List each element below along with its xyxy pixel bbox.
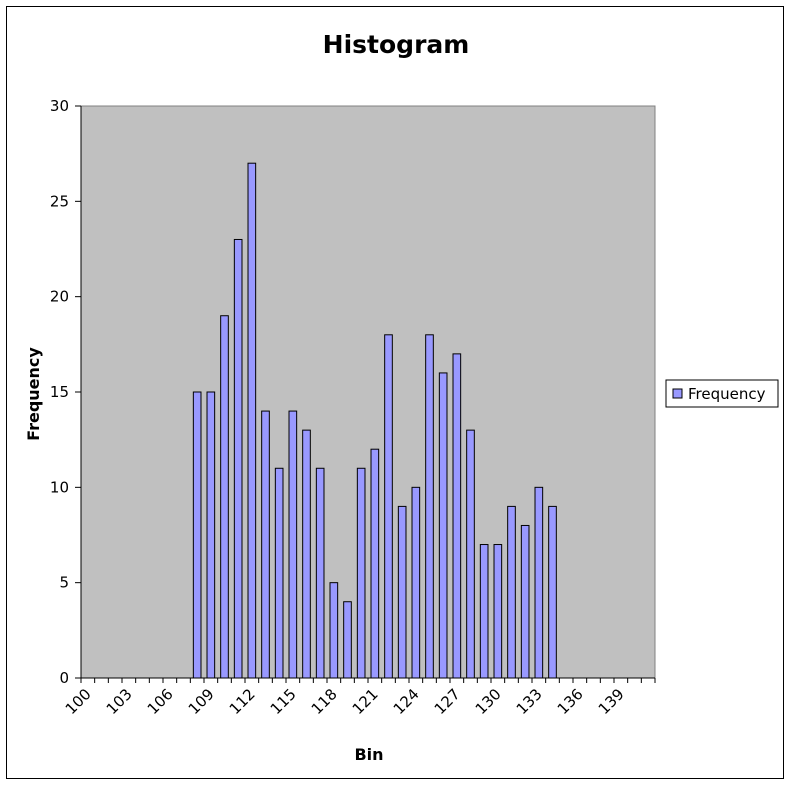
bar-128 xyxy=(466,429,475,679)
y-tick-label: 0 xyxy=(59,669,69,687)
x-tick-label: 121 xyxy=(349,685,382,718)
x-tick-label: 133 xyxy=(513,685,546,718)
x-tick-label: 106 xyxy=(144,685,177,718)
x-tick-label: 139 xyxy=(595,685,628,718)
x-tick-label: 112 xyxy=(226,685,259,718)
chart-title: Histogram xyxy=(323,30,470,59)
bar-111 xyxy=(233,238,243,679)
y-tick-label: 5 xyxy=(59,574,69,592)
legend-label: Frequency xyxy=(688,385,766,403)
bar-110 xyxy=(220,315,229,679)
y-tick-label: 25 xyxy=(50,192,69,210)
x-tick-label: 124 xyxy=(390,685,423,718)
bar-117 xyxy=(315,467,325,679)
x-axis-title: Bin xyxy=(354,745,383,764)
bar-113 xyxy=(261,410,270,679)
bar-112 xyxy=(247,162,257,679)
bar-118 xyxy=(329,582,339,679)
y-tick-label: 30 xyxy=(50,97,69,115)
bar-124 xyxy=(411,486,421,679)
x-tick-label: 109 xyxy=(185,685,218,718)
y-tick-label: 20 xyxy=(50,288,69,306)
y-tick-labels: 0 5 10 15 20 25 30 xyxy=(50,97,69,687)
plot-area xyxy=(80,105,656,679)
x-tick-label: 115 xyxy=(267,685,300,718)
bar-132 xyxy=(520,524,530,679)
y-axis-title: Frequency xyxy=(24,347,43,441)
bar-130 xyxy=(493,544,503,679)
legend-box xyxy=(665,379,779,408)
bar-116 xyxy=(302,429,311,679)
y-tick-label: 10 xyxy=(50,478,69,496)
bar-123 xyxy=(397,505,407,679)
bar-120 xyxy=(356,467,366,679)
x-tick-label: 130 xyxy=(472,685,505,718)
bar-127 xyxy=(452,353,462,679)
x-tick-label: 127 xyxy=(431,685,464,718)
legend: Frequency xyxy=(665,379,779,408)
x-tick-labels: 100 103 106 109 112 115 118 121 124 127 130 133 136 1… xyxy=(62,685,628,718)
bar-119 xyxy=(343,601,352,679)
bar-129 xyxy=(479,544,489,679)
x-tick-label: 103 xyxy=(103,685,136,718)
bar-122 xyxy=(384,334,393,679)
bar-134 xyxy=(548,505,557,679)
axes-group xyxy=(75,105,656,683)
legend-swatch xyxy=(672,388,683,399)
bar-131 xyxy=(507,505,516,679)
bar-108 xyxy=(192,391,202,679)
x-tick-label: 100 xyxy=(62,685,95,718)
bar-133 xyxy=(534,486,544,679)
bar-115 xyxy=(288,410,298,679)
bar-125 xyxy=(425,334,434,679)
bar-126 xyxy=(438,372,448,679)
y-tick-label: 15 xyxy=(50,383,69,401)
x-tick-label: 118 xyxy=(308,685,341,718)
x-tick-label: 136 xyxy=(554,685,587,718)
bar-109 xyxy=(206,391,216,679)
bar-114 xyxy=(274,467,284,679)
bar-121 xyxy=(370,448,380,679)
